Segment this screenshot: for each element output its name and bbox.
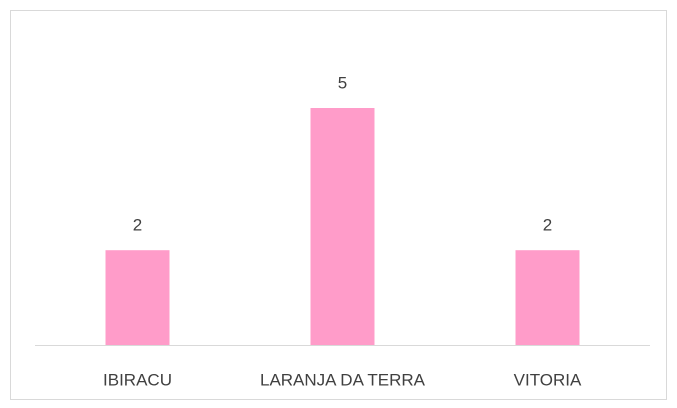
data-label: 2 bbox=[543, 216, 552, 235]
bar bbox=[310, 108, 375, 345]
data-label: 2 bbox=[133, 216, 142, 235]
x-tick-label: VITORIA bbox=[514, 370, 582, 389]
x-tick-label: LARANJA DA TERRA bbox=[260, 370, 426, 389]
bar bbox=[105, 250, 170, 345]
data-label: 5 bbox=[338, 73, 347, 92]
x-tick-label: IBIRACU bbox=[103, 370, 172, 389]
bar bbox=[515, 250, 580, 345]
